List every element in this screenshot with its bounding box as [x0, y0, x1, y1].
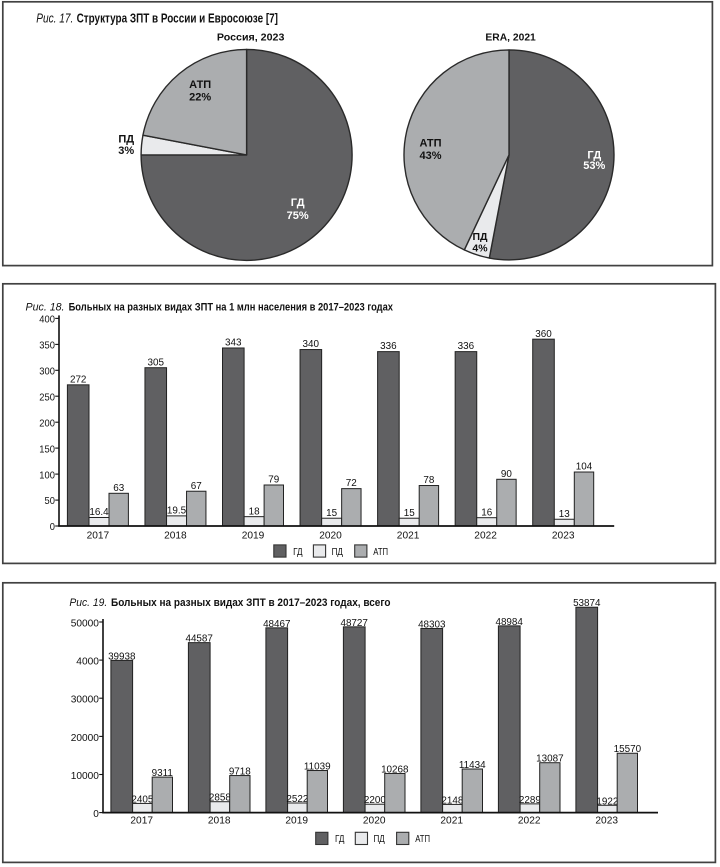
svg-text:200: 200 [39, 418, 55, 429]
svg-text:1922: 1922 [596, 796, 618, 807]
svg-text:2020: 2020 [319, 530, 342, 542]
svg-text:30000: 30000 [71, 695, 99, 706]
svg-text:11434: 11434 [459, 760, 486, 771]
svg-text:АТП: АТП [415, 833, 430, 845]
svg-text:350: 350 [39, 341, 55, 352]
svg-text:336: 336 [380, 341, 397, 352]
svg-text:44587: 44587 [185, 634, 212, 645]
svg-text:53%: 53% [583, 160, 605, 172]
svg-text:16.4: 16.4 [89, 507, 109, 518]
svg-text:19.5: 19.5 [167, 506, 187, 517]
svg-text:2023: 2023 [595, 814, 618, 826]
svg-text:16: 16 [481, 507, 492, 518]
svg-text:13087: 13087 [536, 754, 563, 765]
svg-text:39938: 39938 [108, 651, 136, 662]
svg-text:15: 15 [326, 508, 337, 519]
svg-text:9718: 9718 [229, 767, 251, 778]
svg-text:ПД: ПД [332, 546, 343, 558]
svg-text:300: 300 [39, 367, 55, 378]
svg-text:150: 150 [39, 444, 55, 455]
svg-text:78: 78 [423, 475, 434, 486]
svg-text:2022: 2022 [474, 530, 497, 542]
svg-text:2019: 2019 [285, 814, 308, 826]
svg-text:АТП: АТП [419, 138, 441, 150]
svg-text:2018: 2018 [208, 814, 231, 826]
svg-text:2148: 2148 [441, 795, 463, 806]
svg-text:48467: 48467 [263, 619, 290, 630]
svg-text:75%: 75% [287, 210, 309, 222]
svg-text:67: 67 [191, 481, 202, 492]
svg-text:ГД: ГД [587, 150, 601, 162]
svg-text:72: 72 [346, 478, 357, 489]
svg-text:Рис. 18.Больных на разных вида: Рис. 18. Больных на разных видах ЗПТ на 1… [26, 301, 394, 313]
svg-text:340: 340 [303, 339, 320, 350]
svg-text:10000: 10000 [71, 771, 99, 782]
svg-text:272: 272 [70, 374, 86, 385]
svg-text:53874: 53874 [573, 598, 601, 609]
svg-text:Рис. 17.Структура ЗПТ в России: Рис. 17. Структура ЗПТ в России и Евросою… [36, 11, 278, 25]
svg-text:ПД: ПД [374, 833, 385, 845]
svg-text:2021: 2021 [397, 530, 420, 542]
svg-text:4%: 4% [472, 242, 488, 254]
svg-text:2017: 2017 [130, 814, 153, 826]
svg-text:ПД: ПД [118, 134, 134, 146]
svg-text:63: 63 [113, 483, 124, 494]
svg-text:79: 79 [268, 475, 279, 486]
svg-text:250: 250 [39, 392, 55, 403]
svg-text:ГД: ГД [291, 197, 305, 209]
svg-text:100: 100 [39, 470, 55, 481]
svg-text:2018: 2018 [164, 530, 187, 542]
svg-text:2200: 2200 [364, 795, 386, 806]
svg-text:2022: 2022 [518, 814, 541, 826]
svg-text:Рис. 19.Больных на разных вида: Рис. 19. Больных на разных видах ЗПТ в 20… [69, 597, 391, 609]
svg-text:22%: 22% [189, 91, 211, 103]
svg-text:50: 50 [45, 496, 56, 507]
svg-text:50000: 50000 [71, 618, 99, 629]
svg-text:15: 15 [404, 508, 415, 519]
svg-text:43%: 43% [419, 150, 441, 162]
svg-text:336: 336 [458, 341, 475, 352]
svg-text:2023: 2023 [552, 530, 575, 542]
svg-text:4000: 4000 [76, 657, 99, 668]
svg-text:2021: 2021 [440, 814, 463, 826]
svg-text:2289: 2289 [519, 795, 541, 806]
svg-text:48727: 48727 [340, 618, 367, 629]
svg-text:20000: 20000 [71, 733, 99, 744]
svg-text:ERA, 2021: ERA, 2021 [485, 32, 536, 44]
svg-text:2858: 2858 [209, 793, 231, 804]
svg-text:48984: 48984 [495, 617, 523, 628]
svg-text:2522: 2522 [286, 794, 308, 805]
svg-text:11039: 11039 [304, 762, 331, 773]
svg-text:90: 90 [501, 469, 512, 480]
svg-text:ГД: ГД [335, 833, 344, 845]
svg-text:АТП: АТП [373, 546, 388, 558]
svg-text:104: 104 [576, 462, 593, 473]
svg-text:2405: 2405 [131, 794, 153, 805]
svg-text:2017: 2017 [87, 530, 110, 542]
svg-text:ПД: ПД [472, 231, 488, 243]
svg-text:48303: 48303 [418, 620, 446, 631]
svg-text:2019: 2019 [242, 530, 265, 542]
svg-text:ГД: ГД [293, 546, 302, 558]
svg-text:АТП: АТП [189, 79, 211, 91]
svg-text:9311: 9311 [152, 768, 174, 779]
svg-text:15570: 15570 [614, 744, 642, 755]
svg-text:360: 360 [535, 329, 552, 340]
svg-text:343: 343 [225, 338, 242, 349]
svg-text:2020: 2020 [363, 814, 386, 826]
svg-text:0: 0 [50, 522, 55, 533]
svg-text:13: 13 [559, 509, 570, 520]
svg-text:3%: 3% [118, 145, 134, 157]
svg-text:Россия, 2023: Россия, 2023 [217, 32, 285, 44]
svg-text:10268: 10268 [381, 765, 409, 776]
svg-text:305: 305 [148, 357, 165, 368]
svg-text:18: 18 [249, 506, 260, 517]
svg-text:400: 400 [39, 315, 55, 326]
svg-text:0: 0 [93, 809, 99, 820]
